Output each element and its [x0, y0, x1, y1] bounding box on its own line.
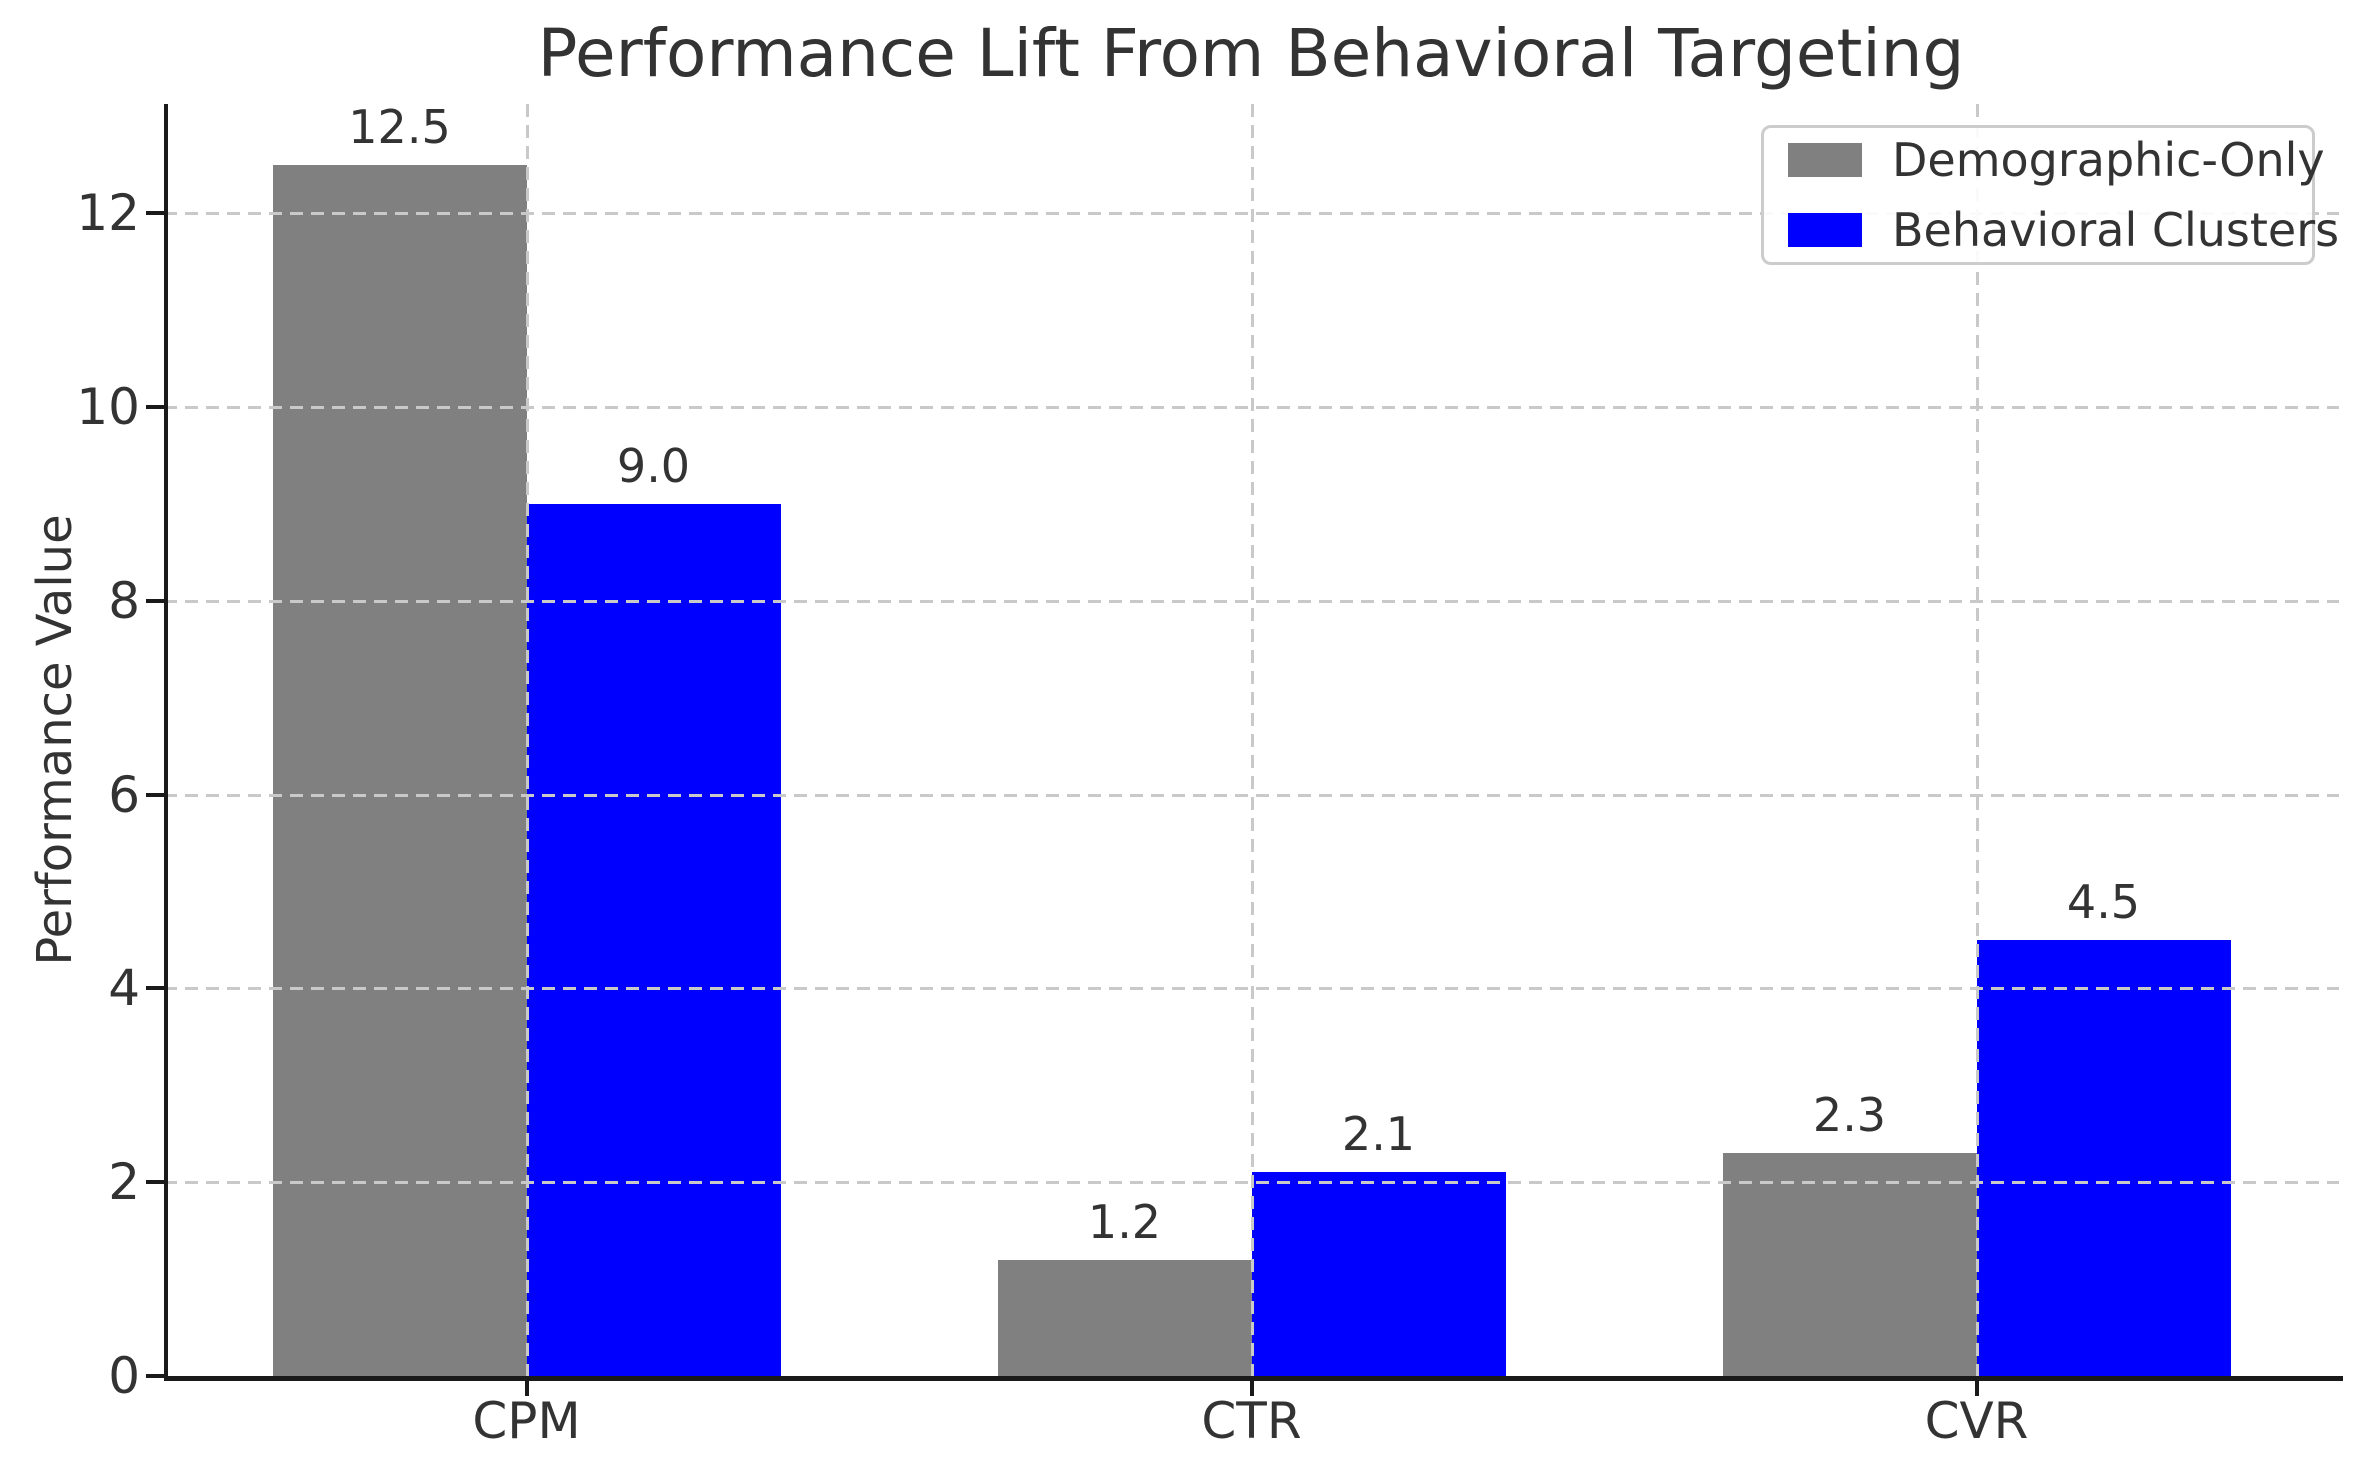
bar-ctr-behavioral-clusters: [1251, 1172, 1506, 1376]
y-tick-label-10: 10: [76, 377, 140, 436]
x-tick-mark-ctr: [1249, 1381, 1254, 1396]
value-label-cpm-0: 12.5: [348, 99, 451, 154]
legend-entry-behavioral-clusters: Behavioral Clusters: [1788, 203, 2339, 257]
value-label-ctr-0: 1.2: [1087, 1194, 1162, 1249]
legend-label-0: Demographic-Only: [1892, 133, 2325, 187]
bar-cvr-demographic-only: [1722, 1153, 1977, 1376]
bar-cpm-behavioral-clusters: [526, 503, 781, 1376]
y-tick-label-4: 4: [108, 959, 140, 1018]
bar-ctr-demographic-only: [997, 1259, 1252, 1376]
bar-cvr-behavioral-clusters: [1976, 939, 2231, 1376]
legend-swatch-1: [1788, 213, 1862, 247]
y-tick-mark-12: [146, 211, 164, 216]
value-label-cvr-1: 4.5: [2066, 874, 2141, 929]
chart-title: Performance Lift From Behavioral Targeti…: [537, 15, 1965, 92]
y-tick-label-12: 12: [76, 184, 140, 243]
legend-box: Demographic-Only Behavioral Clusters: [1761, 125, 2339, 265]
x-tick-label-cpm: CPM: [472, 1392, 581, 1450]
legend-entry-demographic-only: Demographic-Only: [1788, 133, 2325, 187]
legend-swatch-0: [1788, 143, 1862, 177]
x-tick-mark-cpm: [524, 1381, 529, 1396]
y-tick-mark-2: [146, 1180, 164, 1185]
y-tick-label-0: 0: [108, 1347, 140, 1405]
value-label-cvr-0: 2.3: [1812, 1088, 1887, 1143]
bar-cpm-demographic-only: [272, 164, 527, 1376]
y-tick-label-2: 2: [108, 1153, 140, 1212]
y-tick-label-6: 6: [108, 765, 140, 824]
y-tick-mark-8: [146, 598, 164, 603]
x-tick-label-cvr: CVR: [1924, 1392, 2029, 1450]
y-tick-mark-4: [146, 986, 164, 991]
legend-label-1: Behavioral Clusters: [1892, 203, 2340, 257]
y-tick-label-8: 8: [108, 571, 140, 630]
x-tick-label-ctr: CTR: [1201, 1392, 1302, 1450]
value-label-ctr-1: 2.1: [1341, 1107, 1416, 1162]
value-label-cpm-1: 9.0: [616, 438, 691, 493]
y-tick-mark-6: [146, 792, 164, 797]
y-tick-mark-10: [146, 404, 164, 409]
y-tick-mark-0: [146, 1374, 164, 1378]
x-tick-mark-cvr: [1974, 1381, 1979, 1396]
